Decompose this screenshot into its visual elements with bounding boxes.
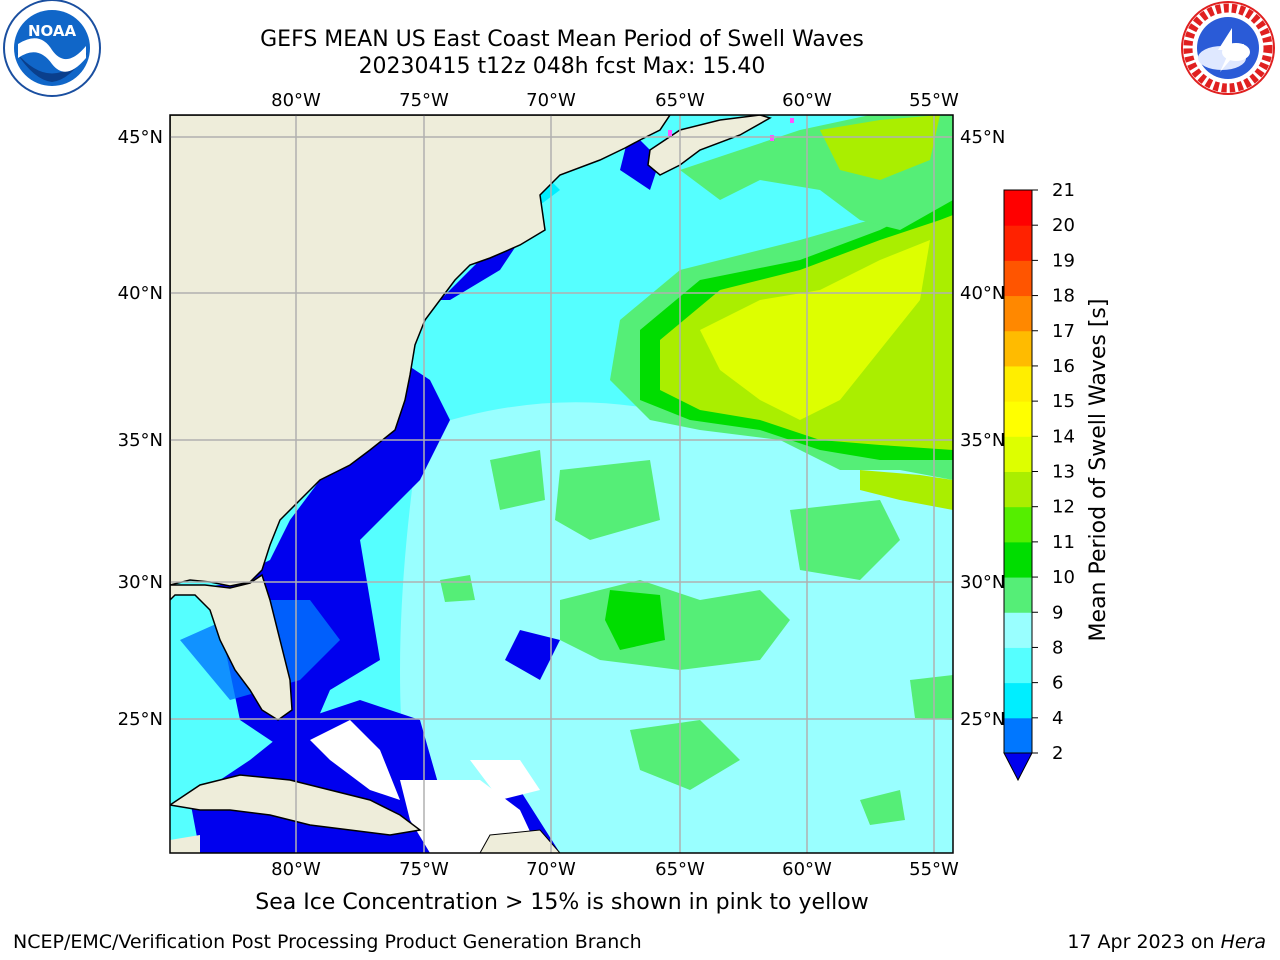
land-nova-scotia <box>647 115 772 176</box>
lat-label-right: 35°N <box>960 430 1005 451</box>
colorbar-tick-label: 18 <box>1052 286 1075 307</box>
footer-date: 17 Apr 2023 on Hera <box>1067 931 1266 953</box>
lat-label-right: 30°N <box>960 572 1005 593</box>
colorbar-tick-label: 16 <box>1052 356 1075 377</box>
colorbar-segment <box>1004 471 1032 508</box>
colorbar-tick-label: 6 <box>1052 673 1063 694</box>
colorbar-tick-label: 15 <box>1052 391 1075 412</box>
colorbar-segment <box>1004 401 1032 437</box>
chart-title: GEFS MEAN US East Coast Mean Period of S… <box>260 27 864 52</box>
colorbar-segment <box>1004 541 1032 578</box>
colorbar-segment <box>1004 295 1032 332</box>
colorbar-tick-label: 4 <box>1052 708 1063 729</box>
colorbar-tick-label: 20 <box>1052 215 1075 236</box>
map-gridlines <box>170 115 953 853</box>
colorbar-segment <box>1004 225 1032 261</box>
lon-label-top: 55°W <box>909 90 959 111</box>
colorbar-segment <box>1004 647 1032 684</box>
lon-label-top: 80°W <box>271 90 321 111</box>
colorbar-extension <box>1003 752 1033 782</box>
lon-label-top: 65°W <box>655 90 705 111</box>
lon-label-bottom: 75°W <box>399 859 449 880</box>
lat-labels: 45°N 40°N 35°N 30°N 25°N 45°N 40°N 35°N … <box>118 127 1006 730</box>
colorbar-segment <box>1004 682 1032 719</box>
lon-label-bottom: 65°W <box>655 859 705 880</box>
sea-ice-note: Sea Ice Concentration > 15% is shown in … <box>255 890 869 915</box>
land-cuba <box>170 774 422 836</box>
nws-logo <box>1181 1 1275 95</box>
colorbar-tick-label: 14 <box>1052 426 1075 447</box>
lon-label-bottom: 80°W <box>271 859 321 880</box>
lon-labels: 80°W 75°W 70°W 65°W 60°W 55°W 80°W 75°W … <box>271 90 959 880</box>
colorbar-tick-label: 9 <box>1052 602 1063 623</box>
colorbar-segment <box>1004 330 1032 367</box>
footer-date-text: 17 Apr 2023 on <box>1067 931 1215 953</box>
lon-label-top: 70°W <box>526 90 576 111</box>
colorbar-tick-label: 10 <box>1052 567 1075 588</box>
colorbar-segment <box>1004 506 1032 543</box>
colorbar-tick-label: 11 <box>1052 532 1075 553</box>
colorbar-tick-label: 2 <box>1052 743 1063 764</box>
colorbar-tick-label: 12 <box>1052 497 1075 518</box>
footer-machine: Hera <box>1220 931 1266 953</box>
lat-label-left: 45°N <box>118 127 163 148</box>
colorbar-segment <box>1004 260 1032 297</box>
lat-label-right: 25°N <box>960 709 1005 730</box>
lat-label-left: 25°N <box>118 709 163 730</box>
colorbar-segment <box>1004 612 1032 648</box>
colorbar-tick-label: 21 <box>1052 180 1075 201</box>
lat-label-left: 35°N <box>118 430 163 451</box>
chart-subtitle: 20230415 t12z 048h fcst Max: 15.40 <box>358 54 766 79</box>
colorbar-label: Mean Period of Swell Waves [s] <box>1086 299 1111 642</box>
noaa-logo-text: NOAA <box>28 22 77 40</box>
lat-label-left: 30°N <box>118 572 163 593</box>
land-florida <box>170 573 293 721</box>
colorbar-tick-label: 19 <box>1052 250 1075 271</box>
colorbar-segment <box>1004 190 1032 226</box>
swell-period-field <box>170 115 953 853</box>
lon-label-bottom: 55°W <box>909 859 959 880</box>
noaa-logo: NOAA <box>3 0 101 97</box>
colorbar-tick-label: 17 <box>1052 321 1075 342</box>
colorbar-segment <box>1004 436 1032 472</box>
lat-label-left: 40°N <box>118 283 163 304</box>
footer-credit: NCEP/EMC/Verification Post Processing Pr… <box>13 931 642 953</box>
lon-label-bottom: 70°W <box>526 859 576 880</box>
colorbar: 2 4 6 8 9 10 11 12 13 14 15 16 17 18 19 20 21 <box>1003 180 1075 782</box>
colorbar-tick-label: 13 <box>1052 462 1075 483</box>
colorbar-segment <box>1004 717 1032 754</box>
land-us <box>170 115 671 587</box>
colorbar-segment <box>1004 365 1032 402</box>
lon-label-top: 60°W <box>782 90 832 111</box>
lon-label-top: 75°W <box>399 90 449 111</box>
map-frame <box>169 114 954 854</box>
colorbar-segment <box>1004 577 1032 613</box>
lat-label-right: 45°N <box>960 127 1005 148</box>
colorbar-tick-label: 8 <box>1052 637 1063 658</box>
lat-label-right: 40°N <box>960 283 1005 304</box>
lon-label-bottom: 60°W <box>782 859 832 880</box>
